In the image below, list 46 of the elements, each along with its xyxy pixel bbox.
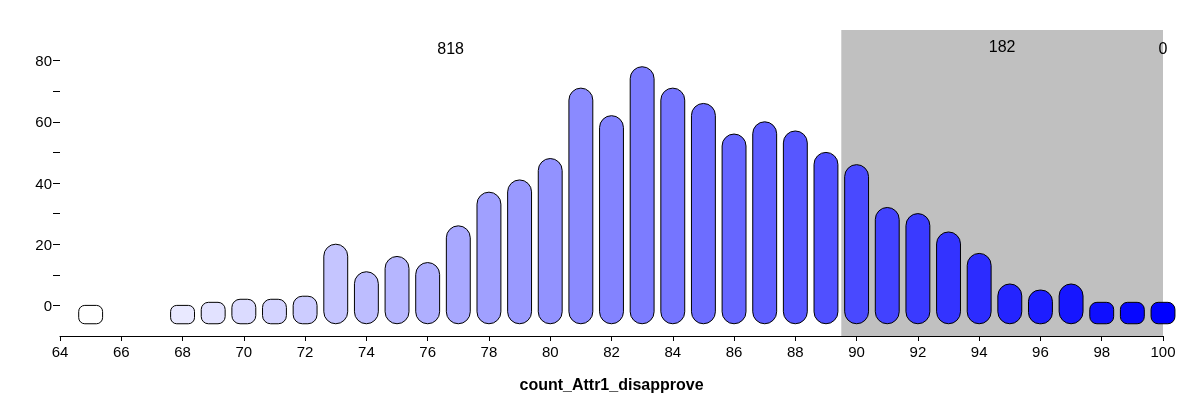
x-tick-label: 90	[848, 343, 865, 360]
bar	[599, 115, 624, 325]
x-tick-label: 64	[51, 343, 69, 360]
annotation: 818	[437, 39, 465, 57]
x-tick-label: 80	[541, 343, 559, 360]
x-tick-label: 78	[480, 343, 498, 360]
bar	[936, 231, 961, 325]
x-tick-label: 82	[603, 343, 620, 360]
bar	[905, 213, 931, 325]
annotation: 0	[1158, 39, 1168, 57]
x-tick-label: 88	[786, 343, 804, 360]
bar	[629, 66, 655, 325]
x-tick-label: 68	[174, 343, 191, 360]
y-tick-label: 60	[35, 113, 52, 131]
x-tick-label: 66	[112, 343, 130, 360]
y-tick-label: 80	[35, 52, 52, 70]
bar	[813, 151, 839, 325]
x-tick-label: 94	[970, 343, 988, 360]
bar	[507, 179, 533, 325]
x-tick-label: 96	[1032, 343, 1049, 360]
bar	[752, 121, 778, 325]
band-label: 182	[988, 37, 1016, 55]
bar	[476, 191, 502, 325]
x-tick-label: 86	[725, 343, 743, 360]
bar	[782, 130, 808, 325]
x-tick-label: 74	[358, 343, 375, 360]
x-tick-label: 76	[419, 343, 437, 360]
bar	[568, 87, 594, 325]
bar	[690, 102, 716, 325]
bar	[721, 133, 747, 325]
bar	[660, 87, 686, 325]
bar	[537, 158, 563, 325]
x-tick-label: 84	[664, 343, 682, 360]
bar	[323, 243, 349, 325]
x-axis-title: count_Attr1_disapprove	[519, 375, 704, 393]
bar	[844, 164, 870, 325]
bar	[445, 225, 471, 325]
x-tick-label: 72	[296, 343, 314, 360]
x-tick-label: 70	[235, 343, 253, 360]
x-tick-label: 98	[1093, 343, 1111, 360]
y-tick-label: 0	[43, 296, 52, 314]
x-tick-label: 92	[909, 343, 927, 360]
bar	[874, 206, 900, 325]
y-tick-label: 20	[35, 235, 52, 253]
y-tick-label: 40	[35, 174, 52, 192]
x-tick-label: 100	[1150, 343, 1176, 360]
